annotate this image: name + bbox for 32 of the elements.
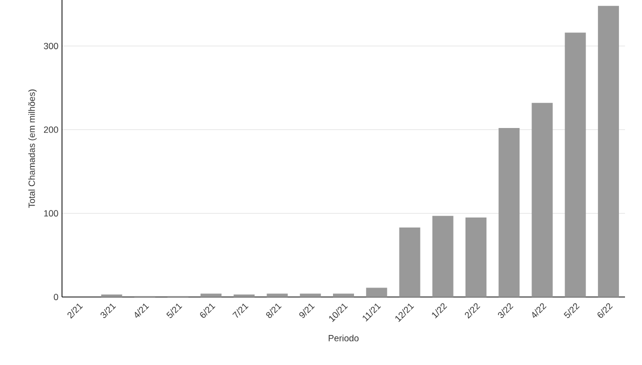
bar [101, 294, 122, 297]
bar [598, 6, 619, 297]
x-tick-label: 3/21 [100, 304, 116, 318]
x-tick-label: 5/22 [564, 303, 580, 318]
bar [300, 294, 321, 297]
bar [266, 294, 288, 297]
x-tick-label: 4/22 [532, 303, 546, 318]
x-tick-label: 2/21 [67, 304, 83, 319]
x-tick-label: 5/21 [166, 304, 182, 318]
x-tick-label: 7/21 [232, 304, 248, 318]
x-axis-title: Periodo [328, 334, 359, 342]
y-tick-label: 100 [44, 210, 58, 217]
bar [564, 32, 586, 297]
bar [333, 294, 354, 297]
bar [234, 294, 255, 297]
bar [532, 102, 553, 297]
y-axis-title: Total Chamadas (em milhões) [28, 90, 37, 208]
x-tick-label: 6/22 [598, 303, 613, 318]
x-tick-label: 8/21 [266, 304, 282, 318]
x-tick-label: 9/21 [299, 304, 315, 318]
bar [200, 294, 222, 297]
y-tick-label: 0 [54, 294, 58, 300]
bar [399, 228, 420, 297]
bar [432, 216, 454, 297]
bar [366, 288, 388, 297]
x-tick-label: 6/21 [200, 304, 216, 318]
bar [465, 218, 486, 297]
y-tick-label: 300 [44, 42, 58, 50]
x-tick-label: 3/22 [498, 303, 514, 318]
bar [498, 128, 520, 297]
y-tick-label: 200 [44, 126, 58, 133]
x-tick-label: 4/21 [134, 304, 150, 318]
